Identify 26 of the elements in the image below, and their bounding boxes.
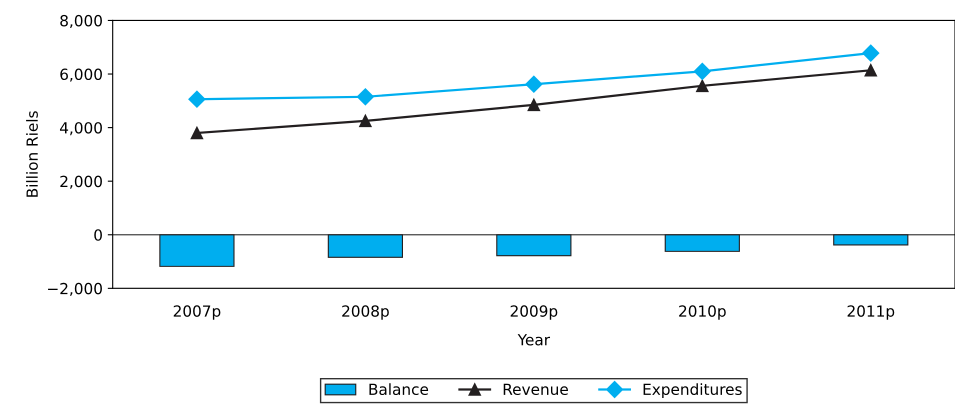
- legend-label: Expenditures: [644, 383, 742, 398]
- point: [694, 62, 711, 80]
- point: [190, 126, 204, 140]
- y-tick-label: 4,000: [60, 122, 102, 136]
- y-tick-label: 0: [94, 229, 102, 241]
- y-tick-label: 8,000: [60, 14, 102, 28]
- x-axis-title: Year: [518, 334, 550, 346]
- x-tick-label: 2007p: [174, 305, 220, 320]
- point: [359, 114, 372, 128]
- legend-label: Revenue: [504, 384, 568, 396]
- point: [356, 88, 374, 106]
- x-tick-label: 2011p: [848, 305, 894, 320]
- y-tick-label: 6,000: [60, 68, 102, 82]
- y-axis-title: Billion Riels: [26, 111, 38, 197]
- x-tick-label: 2008p: [342, 305, 389, 320]
- point: [696, 80, 709, 92]
- point: [525, 76, 542, 93]
- y-tick-label: −2,000: [48, 282, 102, 296]
- point: [528, 98, 540, 112]
- point: [864, 64, 878, 77]
- point: [188, 90, 206, 108]
- legend-label: Balance: [369, 383, 428, 396]
- point: [862, 44, 880, 62]
- x-tick-label: 2010p: [679, 305, 726, 320]
- y-tick-label: 2,000: [60, 176, 102, 189]
- x-tick-label: 2009p: [510, 305, 558, 320]
